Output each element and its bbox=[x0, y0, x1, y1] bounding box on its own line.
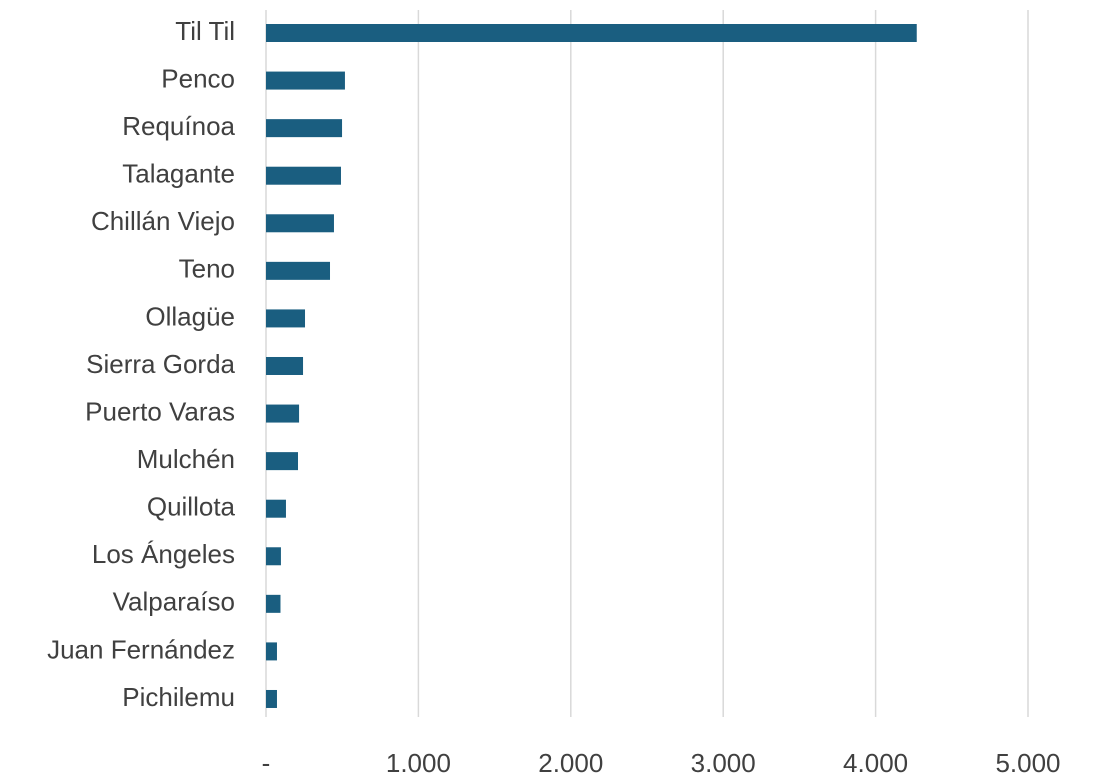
bar bbox=[266, 689, 277, 708]
y-tick-label: Juan Fernández bbox=[47, 634, 235, 664]
y-tick-label: Requínoa bbox=[122, 111, 235, 141]
x-tick-label: - bbox=[262, 748, 271, 777]
y-tick-label: Mulchén bbox=[137, 444, 235, 474]
bar bbox=[266, 24, 917, 42]
y-tick-label: Sierra Gorda bbox=[86, 349, 235, 379]
y-tick-label: Teno bbox=[179, 254, 235, 284]
y-tick-label: Penco bbox=[161, 63, 235, 93]
bar bbox=[266, 499, 286, 518]
y-tick-label: Puerto Varas bbox=[85, 396, 235, 426]
bar bbox=[266, 214, 334, 233]
bar bbox=[266, 71, 345, 90]
x-tick-label: 3.000 bbox=[691, 748, 756, 777]
y-tick-label: Quillota bbox=[147, 492, 236, 522]
bar bbox=[266, 309, 306, 328]
y-tick-label: Los Ángeles bbox=[92, 539, 235, 569]
x-tick-label: 2.000 bbox=[538, 748, 603, 777]
y-tick-label: Ollagüe bbox=[145, 301, 235, 331]
x-tick-label: 5.000 bbox=[995, 748, 1060, 777]
bar bbox=[266, 452, 299, 471]
y-tick-label: Chillán Viejo bbox=[91, 206, 235, 236]
bar bbox=[266, 547, 281, 566]
bar bbox=[266, 261, 331, 280]
bar bbox=[266, 119, 343, 138]
y-tick-label: Talagante bbox=[122, 159, 235, 189]
y-tick-label: Pichilemu bbox=[122, 682, 235, 712]
x-tick-label: 1.000 bbox=[386, 748, 451, 777]
bar bbox=[266, 356, 304, 375]
x-tick-label: 4.000 bbox=[843, 748, 908, 777]
y-tick-label: Til Til bbox=[175, 16, 235, 46]
bar bbox=[266, 642, 277, 661]
bar bbox=[266, 594, 281, 613]
y-tick-label: Valparaíso bbox=[113, 587, 235, 617]
bar bbox=[266, 166, 341, 185]
bar bbox=[266, 404, 300, 423]
